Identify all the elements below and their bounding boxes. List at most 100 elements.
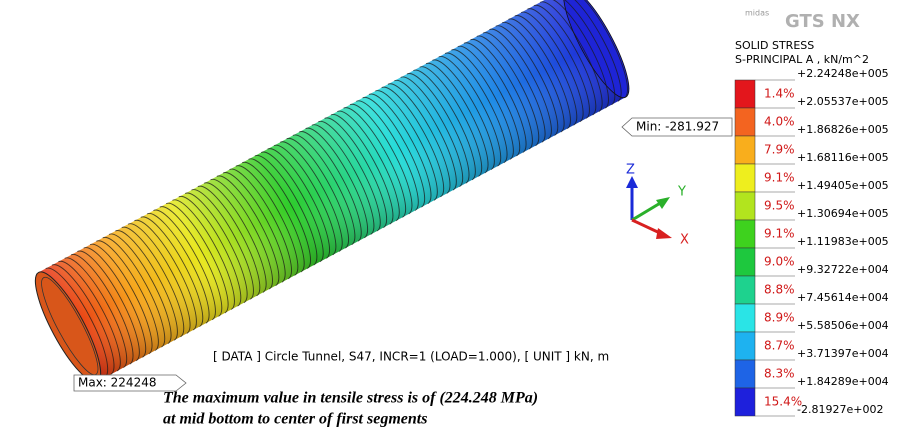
info-line: [ DATA ] Circle Tunnel, S47, INCR=1 (LOA…	[213, 350, 609, 364]
tunnel-ring	[260, 151, 324, 263]
tunnel-ring	[229, 168, 292, 280]
legend-band	[734, 135, 756, 165]
logo-product: GTS NX	[785, 11, 860, 32]
legend-percent: 9.1%	[764, 227, 795, 241]
tunnel-ring	[527, 8, 590, 119]
min-text: Min: -281.927	[636, 120, 719, 134]
tunnel-ring	[146, 213, 210, 324]
legend-percent: 8.9%	[764, 311, 795, 325]
tunnel-ring	[178, 195, 242, 307]
tunnel-ring	[254, 155, 318, 266]
legend: 1.4% 4.0% 7.9% 9.1% 9.5% 9.1% 9.0% 8.8% 8.9% 8.7%…	[734, 67, 889, 417]
legend-level: +2.24248e+005	[797, 67, 889, 80]
tunnel-ring	[70, 254, 134, 365]
tunnel-ring	[203, 182, 267, 293]
legend-percent: 15.4%	[764, 395, 802, 409]
legend-percent: 8.7%	[764, 339, 795, 353]
z-label: Z	[626, 163, 635, 178]
tunnel-ring	[508, 18, 571, 130]
axis-triad: Z Y X	[626, 163, 689, 248]
x-label: X	[680, 233, 689, 248]
legend-percent: 4.0%	[764, 115, 795, 129]
legend-band	[734, 79, 756, 109]
tunnel-ring	[413, 69, 476, 181]
legend-level: +1.68116e+005	[797, 151, 889, 164]
tunnel-ring	[349, 103, 413, 215]
legend-level: +2.05537e+005	[797, 95, 889, 108]
tunnel-ring	[546, 0, 609, 109]
tunnel-ring	[134, 219, 197, 331]
legend-level: +9.32722e+004	[797, 263, 889, 276]
tunnel-ring	[191, 189, 254, 300]
x-arrow	[656, 228, 672, 239]
tunnel-ring	[197, 185, 261, 297]
tunnel-ring	[286, 137, 349, 249]
tunnel-ring	[51, 264, 115, 375]
tunnel-ring	[89, 243, 153, 355]
tunnel-ring	[121, 226, 185, 338]
tunnel-ring	[419, 66, 483, 177]
legend-level: +3.71397e+004	[797, 347, 889, 360]
tunnel-ring	[337, 110, 400, 222]
min-callout	[621, 117, 733, 137]
tunnel-ring	[102, 236, 166, 348]
tunnel-ring	[318, 120, 381, 232]
tunnel-ring	[432, 59, 495, 170]
tunnel-ring	[463, 42, 527, 153]
tunnel-ring	[368, 93, 432, 205]
tunnel-ring	[387, 83, 451, 194]
tunnel-ring	[343, 107, 407, 218]
legend-band	[734, 359, 756, 389]
tunnel-ring	[273, 144, 337, 256]
legend-percent: 8.8%	[764, 283, 795, 297]
caption-line: The maximum value in tensile stress is o…	[163, 390, 538, 407]
tunnel-ring	[108, 233, 172, 345]
tunnel-ring	[381, 86, 445, 198]
tunnel-model	[34, 0, 630, 383]
tunnel-ring	[324, 117, 388, 229]
legend-band	[734, 275, 756, 305]
y-label: Y	[677, 185, 686, 200]
tunnel-ring	[172, 199, 235, 310]
tunnel-ring	[400, 76, 464, 188]
legend-band	[734, 303, 756, 333]
tunnel-ring	[248, 158, 311, 269]
legend-percent: 8.3%	[764, 367, 795, 381]
legend-band	[734, 107, 756, 137]
x-axis	[631, 218, 663, 236]
legend-band	[734, 219, 756, 249]
legend-level: +1.11983e+005	[797, 235, 889, 248]
tunnel-inner-ring	[41, 276, 99, 376]
caption-line: at mid bottom to center of first segment…	[163, 411, 427, 428]
tunnel-ring	[539, 1, 603, 112]
tunnel-ring	[558, 0, 622, 102]
tunnel-ring	[140, 216, 204, 327]
tunnel-ring	[552, 0, 616, 106]
tunnel-ring	[77, 250, 140, 362]
max-label: Max: 224248	[73, 374, 187, 392]
tunnel-ring	[292, 134, 356, 246]
legend-level: +7.45614e+004	[797, 291, 889, 304]
tunnel-ring	[64, 257, 128, 368]
tunnel-ring	[520, 11, 584, 123]
tunnel-ring	[489, 28, 552, 140]
legend-level: +1.49405e+005	[797, 179, 889, 192]
tunnel-ring	[165, 202, 229, 314]
tunnel-ring	[96, 240, 159, 351]
legend-band	[734, 191, 756, 221]
tunnel-ring	[311, 124, 375, 235]
legend-level: +1.84289e+004	[797, 375, 889, 388]
max-callout	[73, 374, 187, 392]
tunnel-ring	[45, 267, 109, 379]
legend-subtitle: S-PRINCIPAL A , kN/m^2	[735, 53, 869, 66]
legend-level: -2.81927e+002	[797, 403, 883, 416]
max-text: Max: 224248	[78, 376, 156, 390]
tunnel-ring	[425, 62, 489, 174]
legend-level: +1.86826e+005	[797, 123, 889, 136]
legend-percent: 9.0%	[764, 255, 795, 269]
tunnel-ring	[356, 100, 419, 211]
y-axis	[631, 200, 663, 222]
legend-title: SOLID STRESS	[735, 39, 814, 52]
tunnel-ring	[501, 21, 565, 133]
